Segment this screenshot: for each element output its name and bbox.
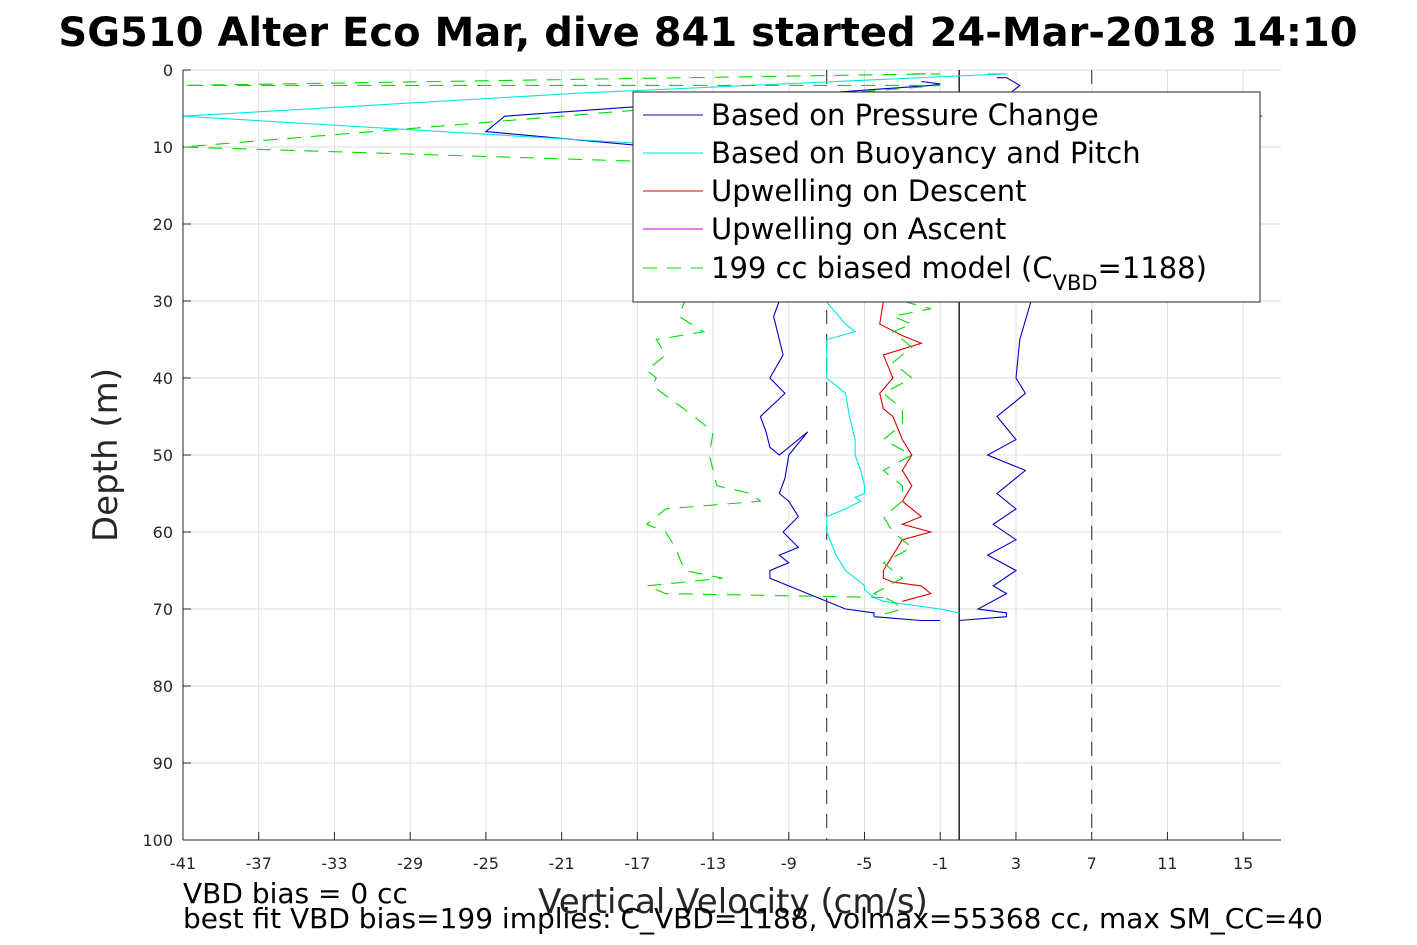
y-tick-label: 10	[153, 138, 173, 157]
y-tick-label: 60	[153, 523, 173, 542]
y-tick-labels: 0 10 20 30 40 50 60 70 80 90 100	[142, 61, 173, 850]
x-tick-label: 15	[1233, 854, 1253, 873]
y-axis-label: Depth (m)	[86, 368, 126, 542]
x-tick-label: -29	[397, 854, 423, 873]
x-tick-label: -41	[170, 854, 196, 873]
series-line-up_descent	[879, 300, 933, 602]
y-tick-label: 100	[142, 831, 173, 850]
series-line-model	[872, 300, 931, 618]
x-tick-label: -13	[700, 854, 726, 873]
x-tick-label: -5	[857, 854, 873, 873]
x-tick-label: -17	[624, 854, 650, 873]
legend-label-model: 199 cc biased model (CVBD=1188)	[711, 251, 1207, 295]
legend-label-up-ascent: Upwelling on Ascent	[711, 212, 1006, 246]
x-tick-label: -1	[932, 854, 948, 873]
x-tick-label: 11	[1157, 854, 1177, 873]
y-tick-label: 50	[153, 446, 173, 465]
legend-model-prefix: 199 cc biased model (C	[711, 251, 1053, 285]
footer-best-fit: best fit VBD bias=199 implies: C_VBD=118…	[183, 902, 1323, 935]
legend-box	[632, 91, 1261, 303]
y-tick-label: 80	[153, 677, 173, 696]
y-tick-label: 40	[153, 369, 173, 388]
x-tick-label: 7	[1087, 854, 1097, 873]
x-tick-label: -25	[473, 854, 499, 873]
x-tick-label: -21	[549, 854, 575, 873]
x-axis-label: Vertical Velocity (cm/s)	[538, 882, 928, 922]
y-tick-label: 20	[153, 215, 173, 234]
axes-frame	[182, 70, 1281, 841]
x-tick-labels: -41 -37 -33 -29 -25 -21 -17 -13 -9 -5 -1 3 7 11 15	[170, 854, 1253, 873]
y-tick-label: 30	[153, 292, 173, 311]
x-tick-label: -37	[246, 854, 272, 873]
legend-label-up-descent: Upwelling on Descent	[711, 174, 1027, 208]
x-tick-label: -9	[781, 854, 797, 873]
y-tick-label: 70	[153, 600, 173, 619]
chart-title: SG510 Alter Eco Mar, dive 841 started 24…	[58, 10, 1357, 56]
legend-label-buoyancy: Based on Buoyancy and Pitch	[711, 136, 1141, 170]
legend-model-sub: VBD	[1053, 271, 1098, 295]
y-tick-label: 90	[153, 754, 173, 773]
footer-vbd-bias: VBD bias = 0 cc	[183, 877, 408, 910]
y-tick-label: 0	[163, 61, 173, 80]
legend-label-pressure: Based on Pressure Change	[711, 98, 1099, 132]
legend-model-suffix: =1188)	[1098, 251, 1207, 285]
x-tick-label: -33	[321, 854, 347, 873]
x-tick-label: 3	[1011, 854, 1021, 873]
legend: Based on Pressure Change Based on Buoyan…	[632, 91, 1261, 303]
